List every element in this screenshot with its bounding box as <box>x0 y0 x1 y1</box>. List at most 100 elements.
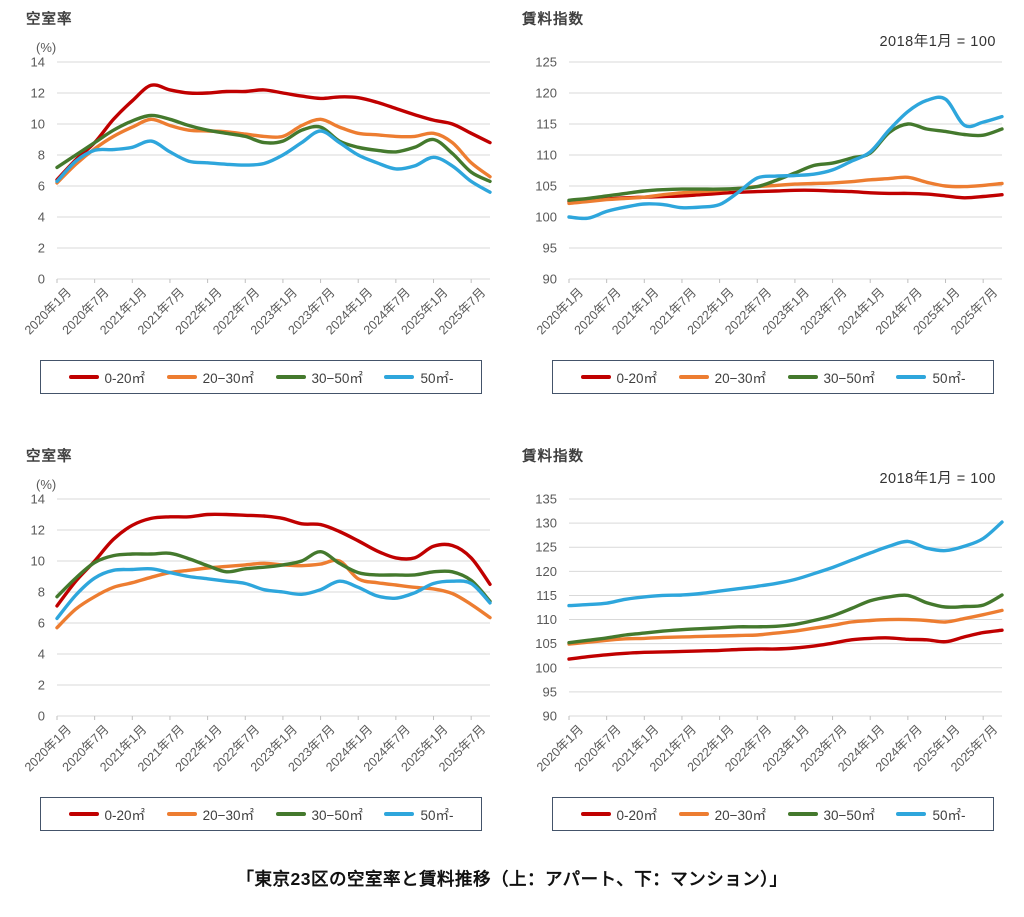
y-axis-label: 6 <box>38 616 45 631</box>
legend-mansion-vacancy: 0-20㎡ 20−30㎡ 30−50㎡ 50㎡- <box>40 797 482 831</box>
legend-swatch <box>384 375 415 379</box>
figure-caption: 「東京23区の空室率と賃料推移（上：アパート、下：マンション）」 <box>236 869 788 889</box>
legend-item-1: 20−30㎡ <box>678 367 766 387</box>
series-line-1 <box>55 117 492 185</box>
legend-label: 50㎡- <box>932 808 966 823</box>
legend-label: 20−30㎡ <box>714 808 766 823</box>
legend-item-2: 30−50㎡ <box>787 804 875 824</box>
y-axis-unit-label: (%) <box>36 40 57 55</box>
legend-label: 30−50㎡ <box>823 808 875 823</box>
y-axis-label: 130 <box>535 516 557 531</box>
legend-label: 50㎡- <box>932 371 966 386</box>
line-chart-mansion-vacancy: 141210864202020年1月2020年7月2021年1月2021年7月2… <box>22 492 492 774</box>
series-line-1 <box>55 558 492 630</box>
chart-title-apartment-vacancy: 空室率 <box>26 12 73 28</box>
y-axis-label: 110 <box>536 612 557 627</box>
y-axis-label: 10 <box>31 554 45 569</box>
panel-mansion-vacancy: 空室率 (%) 14 12 10 8 6 4 2 0 2020年1月 2020年7月 2021年1月… <box>0 437 512 874</box>
y-axis-label: 10 <box>31 117 45 132</box>
line-chart-apartment-vacancy: 141210864202020年1月2020年7月2021年1月2021年7月2… <box>22 55 492 337</box>
legend-swatch <box>787 375 818 379</box>
y-axis-label: 2 <box>38 678 45 693</box>
legend-swatch <box>275 812 306 816</box>
y-axis-label: 95 <box>543 241 557 256</box>
legend-apartment-vacancy: 0-20㎡ 20−30㎡ 30−50㎡ 50㎡- <box>40 360 482 394</box>
y-axis-label: 120 <box>535 86 557 101</box>
legend-swatch <box>580 375 611 379</box>
legend-swatch <box>896 812 927 816</box>
legend-swatch <box>384 812 415 816</box>
legend-item-3: 50㎡- <box>896 804 965 824</box>
legend-apartment-rent: 0-20㎡ 20−30㎡ 30−50㎡ 50㎡- <box>552 360 994 394</box>
chart-title-apartment-rent: 賃料指数 <box>522 12 584 28</box>
y-axis-label: 8 <box>38 148 45 163</box>
y-axis-label: 125 <box>535 540 557 555</box>
legend-label: 30−50㎡ <box>311 808 363 823</box>
y-axis-label: 125 <box>535 55 557 70</box>
chart-title-mansion-rent: 賃料指数 <box>522 449 584 465</box>
y-axis-label: 100 <box>535 210 557 225</box>
legend-swatch <box>166 375 197 379</box>
legend-label: 30−50㎡ <box>823 371 875 386</box>
legend-item-3: 50㎡- <box>384 804 453 824</box>
chart-title-mansion-vacancy: 空室率 <box>26 449 73 465</box>
y-axis-label: 105 <box>535 636 557 651</box>
y-axis-label: 90 <box>543 709 557 724</box>
legend-swatch <box>896 375 927 379</box>
series-line-3 <box>567 520 1004 608</box>
series-line-2 <box>567 593 1004 645</box>
y-axis-label: 135 <box>535 492 557 507</box>
legend-label: 0-20㎡ <box>616 371 658 386</box>
series-line-2 <box>55 113 492 184</box>
legend-item-3: 50㎡- <box>896 367 965 387</box>
y-axis-label: 90 <box>543 272 557 287</box>
series-line-2 <box>55 550 492 603</box>
y-axis-label: 105 <box>535 179 557 194</box>
line-chart-mansion-rent: 13513012512011511010510095902020年1月2020年… <box>534 492 1004 774</box>
y-axis-label: 110 <box>536 148 557 163</box>
y-axis-label: 115 <box>536 588 557 603</box>
legend-label: 20−30㎡ <box>202 808 254 823</box>
legend-label: 20−30㎡ <box>714 371 766 386</box>
legend-item-1: 20−30㎡ <box>678 804 766 824</box>
y-axis-label: 14 <box>31 492 45 507</box>
panel-mansion-rent: 賃料指数 2018年1月 = 100 135 130 125 120 115 110 105… <box>512 437 1024 874</box>
legend-item-2: 30−50㎡ <box>787 367 875 387</box>
legend-label: 0-20㎡ <box>104 808 146 823</box>
series-line-1 <box>567 608 1004 646</box>
y-axis-label: 8 <box>38 585 45 600</box>
legend-label: 0-20㎡ <box>616 808 658 823</box>
legend-item-0: 0-20㎡ <box>580 804 658 824</box>
legend-item-1: 20−30㎡ <box>166 804 254 824</box>
y-axis-label: 120 <box>535 564 557 579</box>
legend-swatch <box>580 812 611 816</box>
legend-mansion-rent: 0-20㎡ 20−30㎡ 30−50㎡ 50㎡- <box>552 797 994 831</box>
legend-swatch <box>678 375 709 379</box>
series-line-0 <box>55 512 492 608</box>
series-line-3 <box>55 566 492 621</box>
legend-label: 0-20㎡ <box>104 371 146 386</box>
panel-apartment-vacancy: 空室率 (%) 14 12 10 8 6 4 2 0 2020年1月 2020年7月 2021年1月… <box>0 0 512 437</box>
legend-item-0: 0-20㎡ <box>68 367 146 387</box>
series-line-2 <box>567 122 1004 202</box>
base-period-annotation: 2018年1月 = 100 <box>879 471 996 487</box>
legend-label: 20−30㎡ <box>202 371 254 386</box>
y-axis-label: 100 <box>535 660 557 675</box>
y-axis-label: 115 <box>536 117 557 132</box>
legend-item-0: 0-20㎡ <box>68 804 146 824</box>
legend-swatch <box>275 375 306 379</box>
legend-swatch <box>68 812 99 816</box>
series-line-3 <box>55 129 492 194</box>
y-axis-label: 4 <box>38 210 45 225</box>
legend-item-1: 20−30㎡ <box>166 367 254 387</box>
line-chart-apartment-rent: 12512011511010510095902020年1月2020年7月2021… <box>534 55 1004 337</box>
legend-swatch <box>678 812 709 816</box>
y-axis-label: 12 <box>31 86 45 101</box>
legend-item-2: 30−50㎡ <box>275 367 363 387</box>
y-axis-label: 6 <box>38 179 45 194</box>
legend-label: 50㎡- <box>420 808 454 823</box>
legend-label: 30−50㎡ <box>311 371 363 386</box>
y-axis-label: 12 <box>31 523 45 538</box>
legend-swatch <box>787 812 818 816</box>
y-axis-label: 95 <box>543 684 557 699</box>
